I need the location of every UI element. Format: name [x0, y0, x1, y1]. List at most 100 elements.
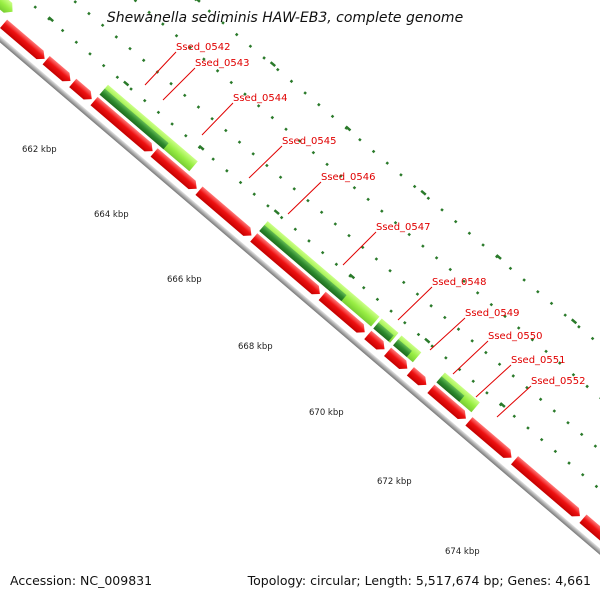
scale-dot: [489, 302, 494, 307]
scale-dot: [243, 92, 247, 96]
dotted-scale: [33, 0, 600, 489]
gene-label[interactable]: Ssed_0549: [465, 308, 520, 319]
gene-bar-forward-f-dark[interactable]: [436, 376, 465, 402]
scale-dot: [544, 349, 548, 354]
scale-dot: [503, 314, 507, 319]
gene-arrow-ssed-0548[interactable]: [318, 291, 369, 337]
gene-arrow-ssed-0546[interactable]: [195, 186, 255, 240]
gene-arrow-ssed-0550[interactable]: [384, 347, 411, 373]
gene-bar-forward-d-dark[interactable]: [373, 322, 394, 342]
scale-dot: [577, 325, 581, 329]
gene-label[interactable]: Ssed_0548: [432, 277, 487, 288]
scale-dot: [403, 321, 407, 325]
scale-dot: [481, 243, 485, 247]
gene-arrow-ssed-0545[interactable]: [150, 148, 201, 193]
scale-dot: [88, 52, 92, 56]
gene-label-leader: [429, 317, 466, 351]
scale-dot: [585, 384, 589, 389]
scale-dot: [284, 127, 288, 132]
scale-tick-668: [273, 209, 280, 215]
scale-dot: [169, 81, 173, 86]
gene-arrow-ssed-0554[interactable]: [510, 456, 584, 520]
scale-dot: [467, 231, 472, 236]
gene-label[interactable]: Ssed_0544: [233, 93, 288, 104]
scale-dot: [374, 257, 379, 261]
scale-dot: [511, 374, 516, 378]
scale-dot: [401, 280, 406, 285]
gene-label[interactable]: Ssed_0546: [321, 172, 376, 183]
scale-dot: [293, 227, 298, 232]
gene-label[interactable]: Ssed_0552: [531, 376, 586, 387]
gene-arrow-ssed-0544[interactable]: [90, 96, 156, 155]
page-title: Shewanella sediminis HAW-EB3, complete g…: [107, 10, 463, 26]
scale-dot: [129, 87, 133, 91]
scale-dot: [453, 219, 458, 224]
scale-dot: [497, 362, 502, 367]
scale-dot: [237, 140, 242, 144]
gene-arrow-ssed-0552[interactable]: [427, 384, 469, 423]
gene-bar-forward-a-dark[interactable]: [99, 88, 169, 150]
gene-arrow-ssed-0551[interactable]: [406, 367, 430, 389]
scale-dot: [317, 102, 321, 107]
scale-dot: [87, 11, 91, 16]
gene-label-leader: [162, 67, 196, 101]
scale-dot: [252, 192, 257, 196]
scale-tick-672: [495, 254, 502, 260]
scale-dot: [553, 449, 558, 454]
scale-dot: [512, 414, 517, 419]
gene-arrow-ssed-0542[interactable]: [0, 19, 48, 63]
scale-dot: [303, 91, 307, 95]
scale-dot: [385, 161, 390, 165]
gene-arrow-forward-start[interactable]: [0, 0, 17, 17]
scale-dot: [593, 444, 598, 448]
scale-dot: [224, 128, 228, 133]
tick-label: 662 kbp: [22, 145, 57, 155]
gene-label-leader: [201, 102, 234, 136]
scale-dot: [142, 98, 147, 103]
scale-dot: [361, 285, 366, 290]
gene-label[interactable]: Ssed_0542: [176, 42, 231, 53]
scale-dot: [188, 45, 192, 50]
gene-arrow-ssed-0555[interactable]: [579, 514, 600, 579]
scale-dot: [416, 332, 421, 337]
scale-dot: [426, 196, 431, 200]
scale-tick-666: [198, 144, 205, 151]
gene-label[interactable]: Ssed_0551: [511, 355, 566, 366]
gene-bar-forward-e-dark[interactable]: [393, 339, 412, 358]
scale-dot: [320, 250, 325, 255]
scale-tick-662: [47, 16, 55, 23]
gene-label[interactable]: Ssed_0543: [195, 58, 250, 69]
gene-label[interactable]: Ssed_0545: [282, 136, 337, 147]
scale-dot: [265, 163, 269, 168]
scale-dot: [352, 185, 357, 190]
gene-label-leader: [496, 385, 532, 418]
scale-dot: [225, 169, 229, 173]
gene-arrow-ssed-0543b[interactable]: [69, 78, 95, 104]
scale-dot: [380, 209, 384, 213]
gene-arrow-ssed-0549[interactable]: [364, 330, 388, 354]
gene-arrow-ssed-0553[interactable]: [465, 417, 515, 462]
gene-bar-forward-b-dark[interactable]: [259, 224, 333, 290]
scale-dot: [238, 180, 243, 185]
scale-dot: [133, 0, 138, 3]
scale-dot: [338, 174, 343, 178]
scale-dot: [184, 133, 188, 138]
gene-arrow-ssed-0547[interactable]: [250, 233, 323, 298]
scale-dot: [207, 9, 212, 13]
gene-label[interactable]: Ssed_0550: [488, 331, 543, 342]
scale-dot: [526, 426, 530, 430]
gene-bar-forward-c-dark[interactable]: [327, 283, 347, 302]
genome-summary-text: Topology: circular; Length: 5,517,674 bp…: [247, 573, 591, 588]
gene-label-leader: [287, 181, 322, 215]
scale-dot: [471, 379, 475, 383]
gene-label[interactable]: Ssed_0547: [376, 222, 431, 233]
scale-tick-668: [345, 125, 352, 132]
scale-dot: [421, 244, 425, 248]
scale-dot: [334, 262, 339, 267]
gene-arrow-ssed-0543[interactable]: [42, 56, 74, 85]
scale-dot: [484, 350, 488, 355]
scale-dot: [552, 409, 557, 413]
scale-dot: [567, 461, 571, 465]
scale-dot: [311, 150, 316, 155]
